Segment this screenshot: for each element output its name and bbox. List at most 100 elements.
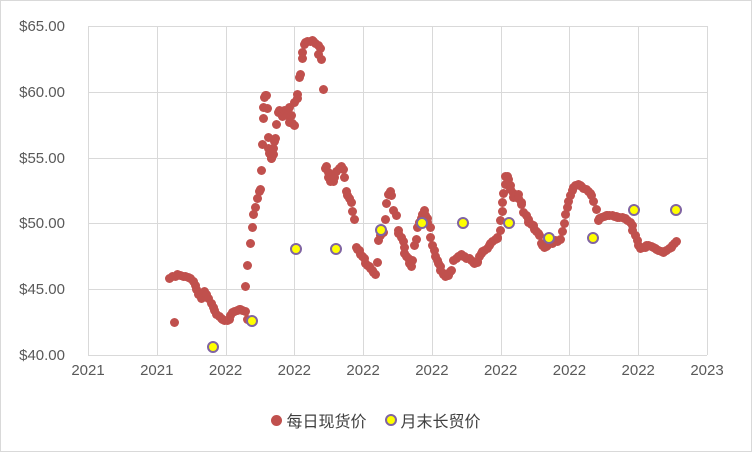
spot-price-point [323,167,333,177]
spot-price-point [247,222,257,232]
spot-price-point [204,293,214,303]
spot-price-point [374,236,384,245]
spot-price-point [403,254,413,264]
spot-price-point [354,245,364,255]
spot-price-point [261,91,271,101]
contract-price-point [330,243,343,256]
x-axis-tick-label: 2022 [277,362,312,379]
legend-item-month-end-contract-price[interactable]: 月末长贸价 [384,408,481,432]
contract-price-point [457,217,470,230]
spot-price-point [241,282,251,292]
spot-price-point [627,220,637,230]
spot-price-point [263,133,273,143]
spot-price-point [293,89,303,99]
x-axis-tick-label: 2023 [690,362,724,379]
spot-price-point [350,214,360,224]
spot-price-point [408,255,418,265]
spot-price-point [672,237,682,247]
spot-price-point [410,241,420,251]
spot-price-point [371,270,381,280]
spot-price-point [419,206,429,216]
horizontal-gridline [88,157,707,159]
spot-price-point [561,209,571,219]
y-axis-tick-label: $40.00 [19,347,65,364]
spot-price-point [589,196,599,206]
vertical-gridline [431,26,433,355]
spot-price-point [429,245,439,255]
contract-price-point [416,217,429,230]
spot-price-point [322,161,332,171]
contract-price-point [289,243,302,256]
spot-price-point [286,110,296,120]
spot-price-point [271,134,281,144]
spot-price-point [251,203,261,213]
spot-price-point [503,175,513,185]
vertical-gridline [225,26,227,355]
spot-price-point [359,254,369,264]
red-dot-icon [271,414,283,426]
spot-price-point [498,197,508,207]
spot-price-point [387,191,397,201]
x-axis-tick-label: 2022 [621,362,655,379]
contract-price-point [627,204,640,217]
spot-price-point [268,150,278,160]
spot-price-point [296,70,306,80]
spot-price-point [557,227,567,237]
spot-price-point [565,191,575,201]
spot-price-point [528,220,538,230]
contract-price-point [207,341,220,354]
horizontal-gridline [88,355,707,356]
horizontal-gridline [88,289,707,291]
spot-price-point [316,43,326,53]
spot-price-point [426,232,436,242]
spot-price-point [258,113,268,123]
spot-price-point [341,186,351,196]
vertical-gridline [88,26,89,355]
y-axis-tick-label: $60.00 [19,83,65,101]
legend-label-month-end-contract-price: 月末长贸价 [400,414,481,431]
y-axis-tick-label: $50.00 [19,215,65,233]
y-axis-tick-label: $55.00 [19,149,65,167]
spot-price-point [269,143,279,153]
spot-price-point [396,232,406,242]
contract-price-point [543,231,556,244]
spot-price-point [555,234,565,244]
vertical-gridline [156,26,158,355]
spot-price-point [473,257,483,267]
spot-price-point [264,143,274,153]
spot-price-point [253,193,263,203]
x-axis-tick-label: 2022 [346,362,380,379]
x-axis-tick-label: 2022 [208,362,243,379]
spot-price-point [559,218,569,228]
spot-price-point [425,222,435,232]
spot-price-point [495,226,505,236]
legend: 每日现货价 月末长贸价 [1,408,751,432]
spot-price-point [169,318,179,328]
contract-price-point [502,216,515,229]
spot-price-point [630,230,640,240]
plot-area [88,26,708,356]
vertical-gridline [363,26,365,355]
y-axis-tick-label: $65.00 [19,18,65,35]
x-axis-tick-label: 2022 [483,362,518,379]
spot-price-point [493,233,503,243]
x-axis-tick-label: 2021 [140,362,174,379]
spot-price-point [319,84,329,94]
spot-price-point [382,199,392,209]
spot-price-point [297,54,307,64]
spot-price-point [406,262,416,272]
legend-item-daily-spot-price[interactable]: 每日现货价 [271,408,367,432]
vertical-gridline [707,26,708,355]
spot-price-point [272,120,282,130]
spot-price-point [398,237,408,247]
spot-price-point [256,184,266,194]
spot-price-point [373,258,383,268]
contract-price-point [374,223,387,236]
spot-price-point [245,239,255,249]
spot-price-point [517,199,527,209]
spot-price-point [399,242,409,252]
spot-price-point [314,50,324,60]
spot-price-point [192,284,202,294]
yellow-dot-icon [384,414,397,426]
horizontal-gridline [88,26,707,27]
